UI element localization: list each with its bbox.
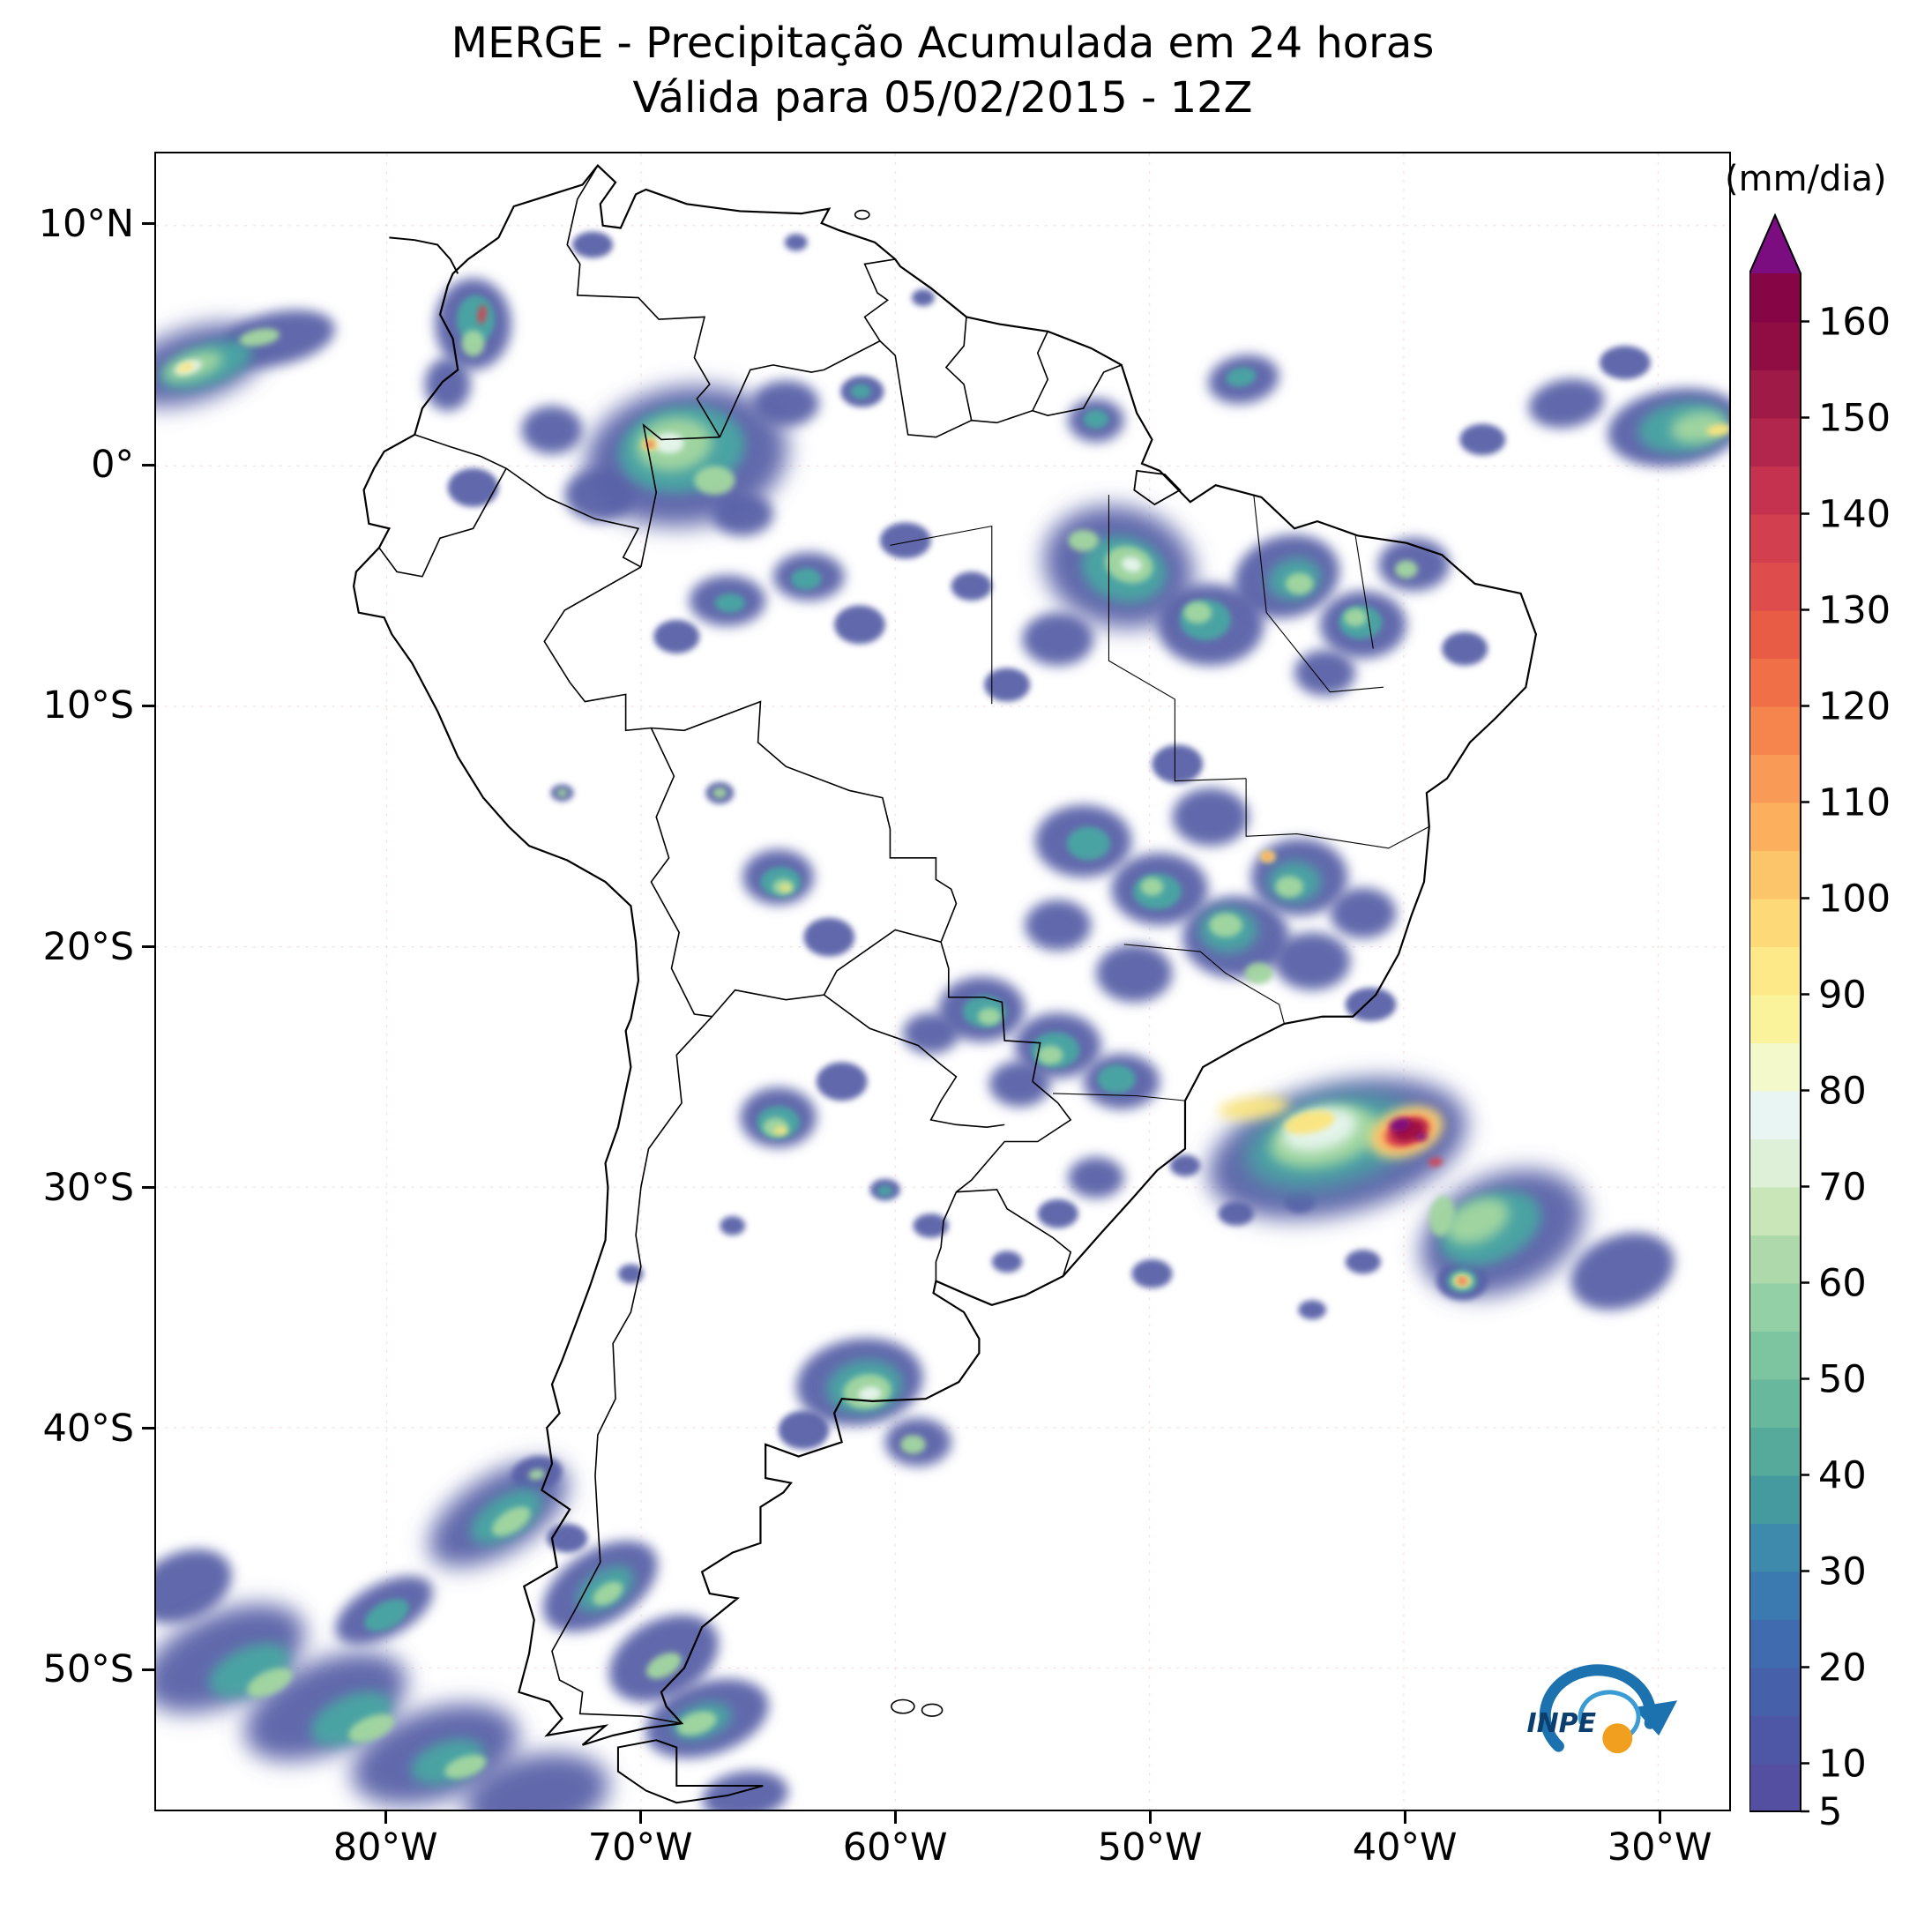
x-tick-mark: [1658, 1811, 1661, 1824]
y-tick-label: 10°N: [38, 201, 134, 246]
colorbar-ticks: 160 150 140 130 120 110 100 90 80 70 60 50 40 30 20 105: [1801, 301, 1891, 1830]
x-tick-mark: [384, 1811, 387, 1824]
y-tick-mark: [142, 1668, 154, 1671]
colorbar-tick-label: 20: [1818, 1646, 1867, 1691]
y-tick-label: 50°S: [42, 1647, 134, 1692]
x-tick-mark: [1148, 1811, 1152, 1824]
y-tick-label: 30°S: [42, 1165, 134, 1210]
colorbar-tick-label: 90: [1818, 974, 1867, 1018]
x-tick-label: 80°W: [332, 1825, 438, 1870]
x-tick-mark: [893, 1811, 897, 1824]
x-tick-mark: [638, 1811, 642, 1824]
precipitation-field: [156, 231, 1729, 1810]
colorbar-tick-label: 140: [1818, 493, 1891, 537]
south-america-precipitation-map: INPE: [156, 153, 1729, 1810]
colorbar-bands: [1749, 273, 1801, 1812]
y-tick-mark: [142, 1186, 154, 1190]
y-tick-mark: [142, 1427, 154, 1430]
x-tick-label: 40°W: [1352, 1825, 1458, 1870]
y-tick-mark: [142, 704, 154, 707]
colorbar-tick-label: 70: [1818, 1166, 1867, 1210]
colorbar-tick-label: 80: [1818, 1070, 1867, 1114]
colorbar-tick-label: 50: [1818, 1358, 1867, 1402]
y-tick-mark: [142, 222, 154, 226]
x-tick-label: 30°W: [1607, 1825, 1712, 1870]
x-tick-label: 70°W: [587, 1825, 693, 1870]
colorbar-outline: [1749, 213, 1801, 1812]
y-tick-mark: [142, 945, 154, 949]
colorbar-over-arrow: [1749, 215, 1801, 273]
colorbar-tick-label: 160: [1818, 301, 1891, 345]
map-plot-area: INPE: [154, 152, 1731, 1811]
colorbar-tick-label: 60: [1818, 1262, 1867, 1306]
coastlines-and-borders: [352, 164, 1538, 1804]
colorbar-tick-label: 5: [1818, 1790, 1842, 1830]
colorbar-tick-label: 130: [1818, 589, 1891, 633]
chart-subtitle: Válida para 05/02/2015 - 12Z: [632, 73, 1253, 123]
colorbar-tick-label: 30: [1818, 1550, 1867, 1594]
colorbar-tick-label: 150: [1818, 397, 1891, 441]
chart-title: MERGE - Precipitação Acumulada em 24 hor…: [451, 19, 1435, 68]
y-tick-label: 20°S: [42, 924, 134, 969]
colorbar-tick-label: 100: [1818, 877, 1891, 922]
x-tick-mark: [1403, 1811, 1406, 1824]
y-tick-mark: [142, 463, 154, 467]
colorbar-tick-label: 120: [1818, 685, 1891, 729]
y-tick-label: 40°S: [42, 1406, 134, 1451]
inpe-logo: INPE: [1527, 1664, 1678, 1754]
colorbar-tick-label: 40: [1818, 1454, 1867, 1498]
inpe-logo-text: INPE: [1527, 1708, 1597, 1739]
x-tick-label: 60°W: [842, 1825, 948, 1870]
x-tick-label: 50°W: [1097, 1825, 1203, 1870]
colorbar-tick-label: 110: [1818, 781, 1891, 825]
colorbar-unit-label: (mm/dia): [1725, 159, 1887, 199]
y-tick-label: 10°S: [42, 683, 134, 728]
y-tick-label: 0°: [91, 443, 134, 488]
colorbar: 160 150 140 130 120 110 100 90 80 70 60 50 40 30 20 105: [1749, 213, 1891, 1830]
graticule: [156, 153, 1729, 1810]
colorbar-tick-label: 10: [1818, 1743, 1867, 1787]
